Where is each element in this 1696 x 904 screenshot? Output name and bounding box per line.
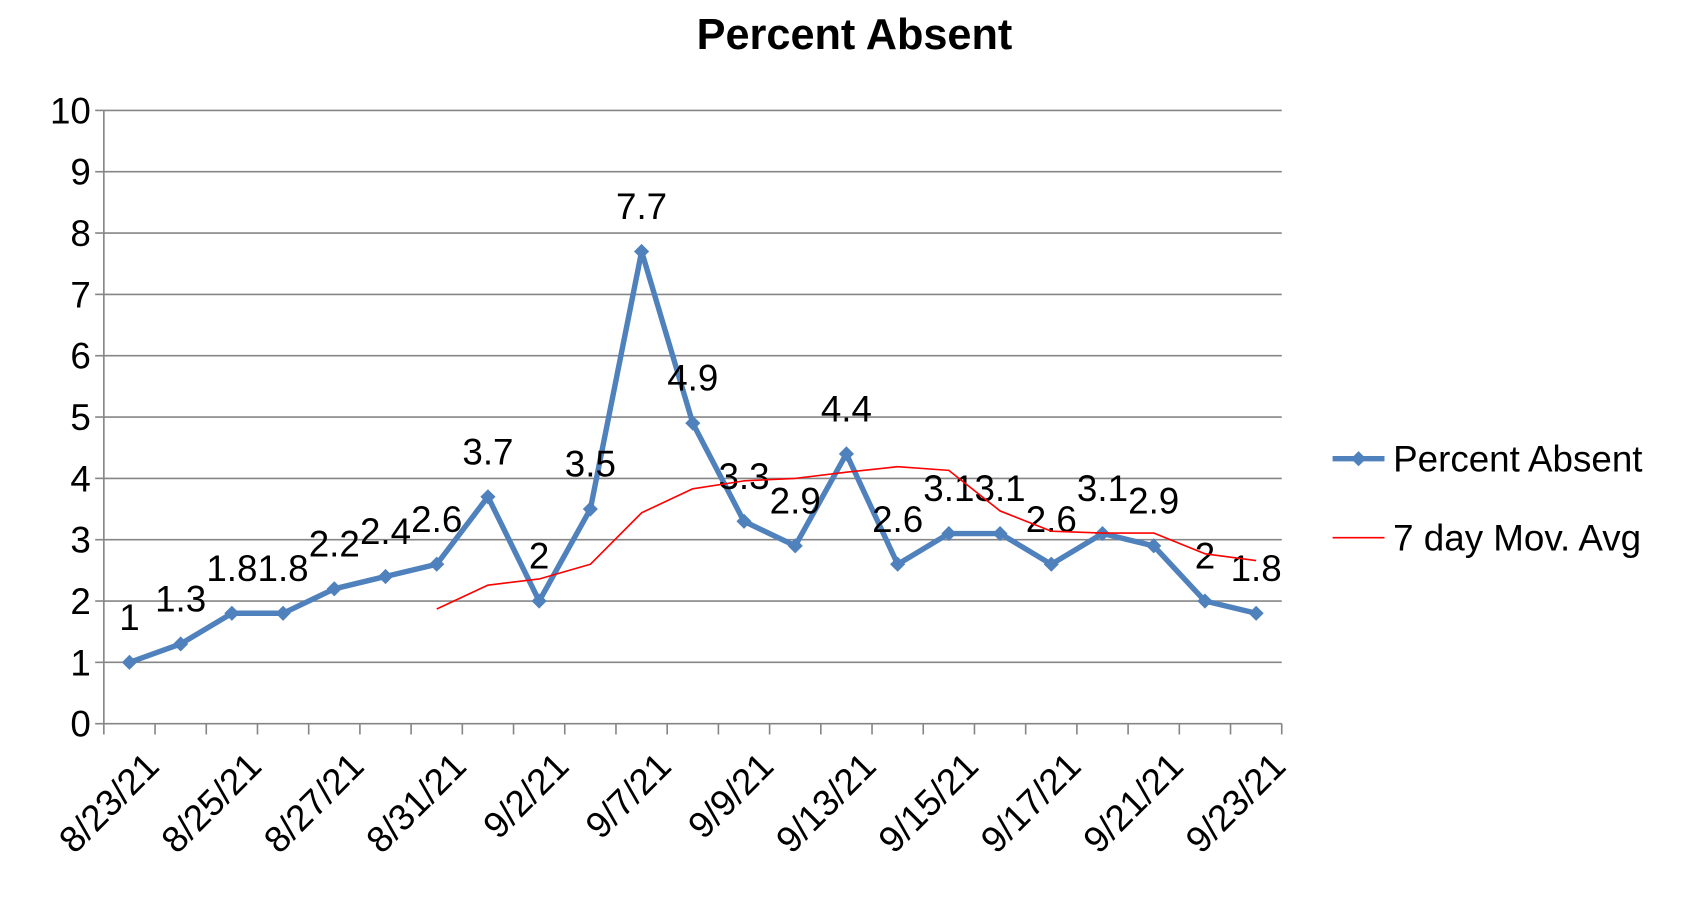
x-tick-label: 9/23/21: [1178, 745, 1294, 861]
data-label: 2.4: [360, 511, 411, 552]
legend-label: 7 day Mov. Avg: [1393, 518, 1641, 559]
data-point: [1248, 605, 1264, 621]
y-tick-label: 3: [70, 520, 90, 561]
data-point: [941, 526, 957, 542]
data-label: 3.7: [462, 431, 513, 472]
data-label: 2: [1195, 536, 1215, 577]
y-tick-label: 8: [70, 213, 90, 254]
x-tick-label: 8/31/21: [358, 745, 474, 861]
data-label: 2.2: [309, 523, 360, 564]
x-tick-label: 8/25/21: [153, 745, 269, 861]
y-tick-label: 1: [70, 642, 90, 683]
legend-marker: [1350, 451, 1367, 467]
x-tick-label: 9/15/21: [870, 745, 986, 861]
data-label: 2: [529, 536, 549, 577]
x-tick-label: 8/23/21: [51, 745, 167, 861]
y-tick-label: 10: [50, 90, 91, 131]
x-tick-label: 9/9/21: [680, 745, 781, 846]
y-tick-label: 4: [70, 458, 90, 499]
data-point: [531, 593, 547, 609]
data-label: 3.5: [565, 444, 616, 485]
y-tick-label: 0: [70, 704, 90, 745]
data-label: 2.6: [1026, 499, 1077, 540]
data-point: [1043, 556, 1059, 572]
data-point: [634, 243, 650, 260]
data-label: 3.1: [923, 468, 974, 509]
data-label: 1.8: [1231, 548, 1282, 589]
y-tick-label: 5: [70, 397, 90, 438]
data-point: [224, 605, 240, 621]
x-tick-label: 9/2/21: [475, 745, 576, 846]
y-tick-label: 9: [70, 152, 90, 193]
data-label: 2.9: [770, 480, 821, 521]
data-label: 2.6: [872, 499, 923, 540]
data-label: 3.1: [975, 468, 1026, 509]
data-label: 3.1: [1077, 468, 1128, 509]
data-label: 1.8: [206, 548, 257, 589]
data-point: [685, 415, 701, 431]
data-point: [838, 446, 854, 462]
x-tick-label: 9/7/21: [578, 745, 679, 846]
data-label: 2.6: [411, 499, 462, 540]
data-label: 1.3: [155, 579, 206, 620]
legend-label: Percent Absent: [1393, 439, 1642, 480]
y-tick-label: 2: [70, 581, 90, 622]
data-label: 2.9: [1128, 480, 1179, 521]
data-point: [377, 568, 394, 585]
data-point: [326, 581, 342, 597]
data-point: [1197, 593, 1213, 609]
x-tick-label: 9/17/21: [973, 745, 1089, 861]
data-point: [121, 654, 138, 670]
chart-title: Percent Absent: [697, 11, 1013, 59]
data-label: 7.7: [616, 186, 667, 227]
x-tick-label: 8/27/21: [256, 745, 372, 861]
data-label: 1: [119, 597, 139, 638]
x-tick-label: 9/21/21: [1075, 745, 1191, 861]
x-tick-label: 9/13/21: [768, 745, 884, 861]
data-label: 4.9: [667, 358, 718, 399]
data-label: 1.8: [258, 548, 309, 589]
data-point: [582, 501, 598, 517]
y-tick-label: 6: [70, 336, 90, 377]
data-label: 3.3: [718, 456, 769, 497]
data-label: 4.4: [821, 388, 872, 429]
y-tick-label: 7: [70, 274, 90, 315]
series-line: [436, 465, 1257, 610]
